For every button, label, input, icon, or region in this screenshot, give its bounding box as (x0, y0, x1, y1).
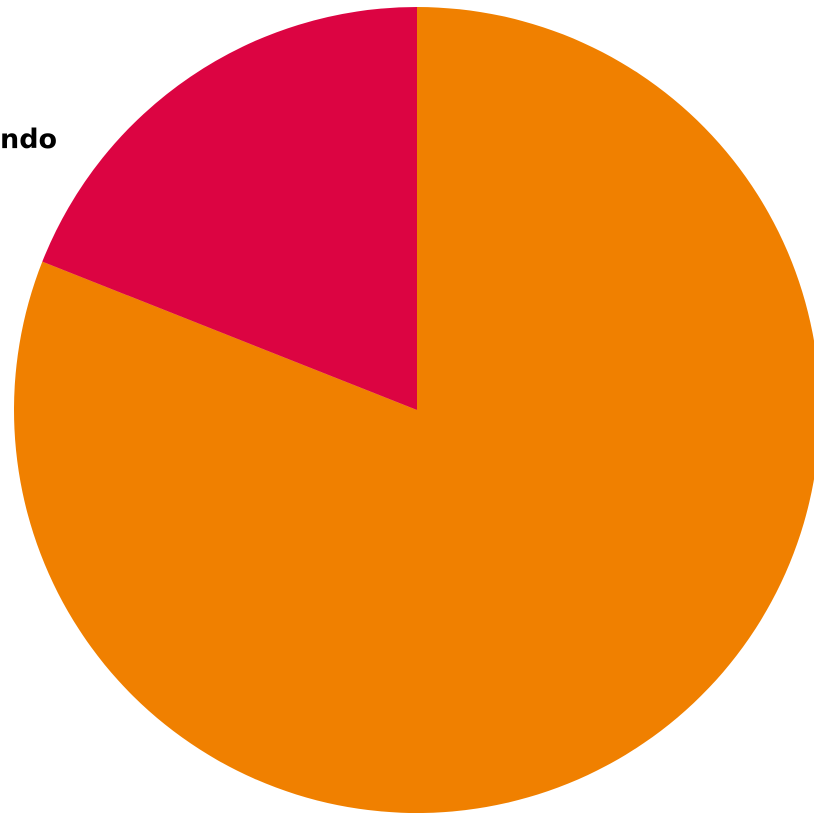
pie-slice-1 (42, 7, 418, 410)
pie-slices (14, 7, 814, 813)
slice-label-ndo: ndo (0, 124, 57, 155)
pie-slice-0 (14, 7, 814, 813)
